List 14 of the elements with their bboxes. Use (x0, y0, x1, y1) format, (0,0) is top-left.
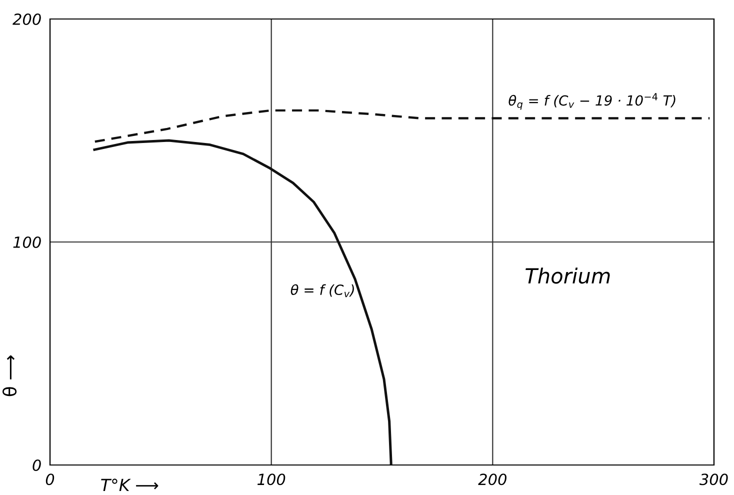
annotation: Thorium (526, 268, 610, 284)
annotation: θ$_{q}$ = f (C$_{v}$ − 19 · 10$^{−4}$ T) (508, 93, 676, 110)
x-tick-label: 0 (46, 474, 54, 486)
x-tick-label: 100 (258, 474, 286, 486)
x-axis-title: T°K ⟶ (101, 478, 158, 492)
y-axis-title: θ ⟶ (2, 355, 17, 396)
x-tick-label: 200 (478, 474, 506, 486)
line-series (94, 109, 711, 143)
annotation: θ = f (C$_{v}$) (290, 284, 354, 298)
x-tick-label: 300 (699, 474, 728, 486)
y-tick-label: 0 (32, 459, 41, 472)
line-series (93, 139, 392, 465)
y-tick-label: 200 (12, 13, 41, 26)
y-tick-label: 100 (13, 236, 41, 248)
